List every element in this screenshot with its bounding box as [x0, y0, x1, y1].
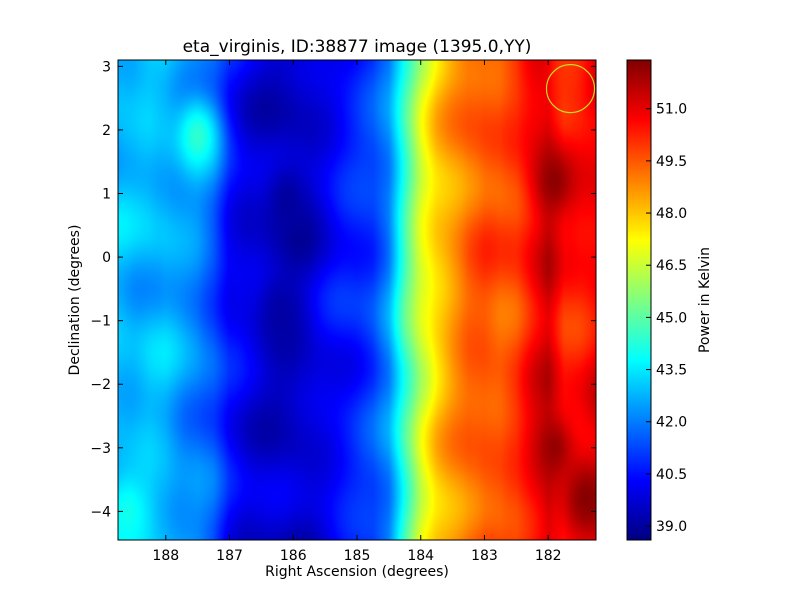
- colorbar-label: Power in Kelvin: [697, 247, 713, 353]
- y-tick-label: 3: [102, 59, 111, 75]
- colorbar: 39.0 40.5 42.0 43.5 45.0 46.5 48.0 49.5 51.0: [626, 59, 687, 541]
- x-tick-label: 185: [344, 548, 371, 564]
- heatmap-plot: 188 187 186 185 184 183 182 3 2 1 0 −1 −2 −3 −4: [90, 59, 597, 564]
- y-tick-label: −1: [90, 314, 111, 330]
- colorbar-tick-label: 49.5: [656, 154, 687, 170]
- x-tick-label: 182: [535, 548, 562, 564]
- y-tick-label: 2: [102, 123, 111, 139]
- y-tick-label: 1: [102, 187, 111, 203]
- colorbar-tick-label: 46.5: [656, 258, 687, 274]
- colorbar-tick-label: 43.5: [656, 363, 687, 379]
- x-tick-label: 183: [471, 548, 498, 564]
- y-tick-label: −2: [90, 377, 111, 393]
- heatmap-canvas-holder: [118, 60, 596, 540]
- colorbar-tick-label: 39.0: [656, 519, 687, 535]
- source-marker-circle: [545, 64, 596, 114]
- y-tick-label: −4: [90, 504, 111, 520]
- x-tick-label: 188: [152, 548, 179, 564]
- x-tick-label: 184: [407, 548, 434, 564]
- colorbar-tick-label: 51.0: [656, 102, 687, 118]
- colorbar-ticks: 39.0 40.5 42.0 43.5 45.0 46.5 48.0 49.5 51.0: [646, 102, 687, 535]
- colorbar-frame: [626, 59, 652, 541]
- colorbar-fill: [627, 60, 651, 540]
- x-tick-label: 186: [280, 548, 307, 564]
- x-axis-label: Right Ascension (degrees): [265, 564, 449, 580]
- y-tick-label: −3: [90, 441, 111, 457]
- chart-title: eta_virginis, ID:38877 image (1395.0,YY): [183, 37, 532, 57]
- colorbar-tick-label: 48.0: [656, 206, 687, 222]
- x-ticks: 188 187 186 185 184 183 182: [152, 60, 562, 564]
- x-tick-label: 187: [216, 548, 243, 564]
- heatmap-image: [118, 60, 596, 540]
- y-ticks: 3 2 1 0 −1 −2 −3 −4: [90, 59, 596, 520]
- colorbar-tick-label: 42.0: [656, 415, 687, 431]
- colorbar-tick-label: 40.5: [656, 467, 687, 483]
- y-axis-label: Declination (degrees): [67, 225, 83, 376]
- colorbar-tick-label: 45.0: [656, 310, 687, 326]
- y-tick-label: 0: [102, 250, 111, 266]
